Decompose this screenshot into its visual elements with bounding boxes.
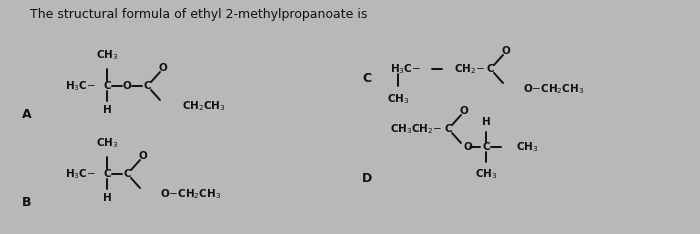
- Text: CH$_2$CH$_3$: CH$_2$CH$_3$: [182, 99, 226, 113]
- Text: C: C: [144, 81, 150, 91]
- Text: CH$_3$: CH$_3$: [96, 136, 118, 150]
- Text: The structural formula of ethyl 2-methylpropanoate is: The structural formula of ethyl 2-methyl…: [30, 8, 368, 21]
- Text: O: O: [464, 142, 473, 152]
- Text: A: A: [22, 107, 32, 121]
- Text: C: C: [103, 81, 111, 91]
- Text: C: C: [362, 73, 371, 85]
- Text: CH$_3$: CH$_3$: [96, 48, 118, 62]
- Text: CH$_3$: CH$_3$: [475, 167, 497, 181]
- Text: H$_3$C$-$: H$_3$C$-$: [65, 167, 96, 181]
- Text: C: C: [444, 124, 452, 134]
- Text: CH$_3$: CH$_3$: [516, 140, 538, 154]
- Text: H$_3$C$-$: H$_3$C$-$: [390, 62, 421, 76]
- Text: CH$_3$CH$_2$$-$: CH$_3$CH$_2$$-$: [390, 122, 442, 136]
- Text: D: D: [362, 172, 372, 186]
- Text: H: H: [103, 193, 111, 203]
- Text: H$_3$C$-$: H$_3$C$-$: [65, 79, 96, 93]
- Text: C: C: [123, 169, 131, 179]
- Text: H: H: [103, 105, 111, 115]
- Text: O$-$CH$_2$CH$_3$: O$-$CH$_2$CH$_3$: [523, 82, 584, 96]
- Text: CH$_2$$-$: CH$_2$$-$: [454, 62, 485, 76]
- Text: O: O: [159, 63, 167, 73]
- Text: C: C: [103, 169, 111, 179]
- Text: C: C: [486, 64, 493, 74]
- Text: H: H: [482, 117, 491, 127]
- Text: O: O: [502, 46, 510, 56]
- Text: O: O: [122, 81, 132, 91]
- Text: O: O: [460, 106, 468, 116]
- Text: B: B: [22, 195, 32, 208]
- Text: CH$_3$: CH$_3$: [387, 92, 409, 106]
- Text: O: O: [139, 151, 148, 161]
- Text: C: C: [482, 142, 490, 152]
- Text: O$-$CH$_2$CH$_3$: O$-$CH$_2$CH$_3$: [160, 187, 221, 201]
